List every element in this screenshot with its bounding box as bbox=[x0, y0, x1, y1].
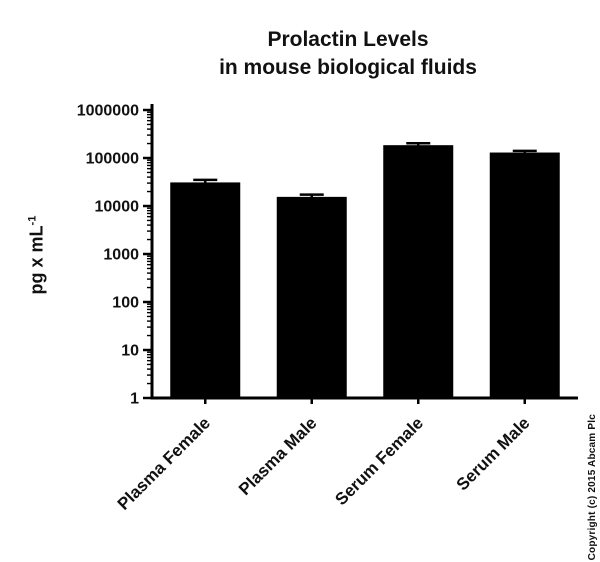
bar-serum-female bbox=[383, 145, 454, 398]
x-tick-label: Plasma Male bbox=[235, 413, 321, 499]
bar-serum-male bbox=[489, 152, 560, 398]
chart-title-line2: in mouse biological fluids bbox=[219, 56, 477, 80]
x-tick-label: Plasma Female bbox=[114, 413, 214, 513]
y-tick-label: 1 bbox=[130, 391, 139, 408]
y-tick-label: 10000 bbox=[95, 199, 140, 216]
x-tick-label: Serum Male bbox=[453, 413, 534, 494]
chart-title-line1: Prolactin Levels bbox=[267, 28, 429, 51]
y-tick-label: 10 bbox=[121, 343, 139, 360]
x-tick-label: Serum Female bbox=[331, 413, 427, 509]
bar-plasma-female bbox=[170, 182, 241, 398]
chart-title: Prolactin Levels in mouse biological flu… bbox=[110, 26, 586, 83]
bar-plasma-male bbox=[276, 196, 347, 398]
y-tick-label: 100 bbox=[112, 295, 139, 312]
y-tick-label: 100000 bbox=[86, 151, 139, 168]
y-tick-label: 1000 bbox=[103, 247, 139, 264]
copyright-text: Copyright (c) 2015 Abcam Plc bbox=[587, 413, 598, 560]
y-tick-label: 1000000 bbox=[77, 103, 139, 120]
